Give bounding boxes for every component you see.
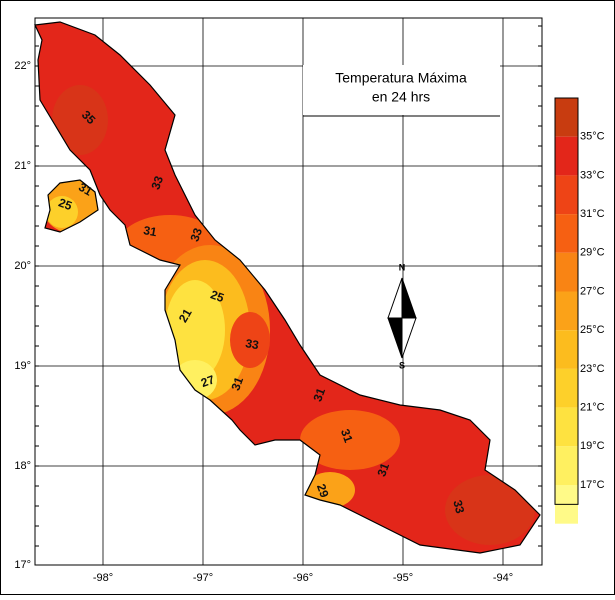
zone-21 bbox=[165, 280, 225, 380]
legend-label: 21°C bbox=[580, 402, 605, 414]
legend-swatch bbox=[555, 330, 578, 369]
contour-label: 31 bbox=[310, 386, 328, 404]
contour-label: 33 bbox=[244, 336, 260, 352]
lon-label: -97° bbox=[193, 572, 213, 584]
legend-swatch bbox=[555, 407, 578, 447]
legend-swatch bbox=[555, 252, 578, 292]
contour-label: 31 bbox=[374, 461, 392, 479]
lat-label: 19° bbox=[14, 360, 31, 372]
compass-needle bbox=[401, 317, 417, 359]
lon-label: -98° bbox=[93, 572, 113, 584]
lat-label: 17° bbox=[14, 559, 31, 571]
contour-label: 25 bbox=[57, 195, 75, 213]
lat-label: 22° bbox=[14, 60, 31, 72]
legend-label: 19°C bbox=[580, 440, 605, 452]
legend-frame bbox=[554, 97, 579, 505]
contour-label: 21 bbox=[176, 306, 195, 325]
legend-swatch bbox=[555, 98, 578, 137]
lon-label: -95° bbox=[393, 572, 413, 584]
legend-swatch bbox=[555, 136, 578, 176]
legend-swatch bbox=[555, 291, 578, 331]
contour-label: 31 bbox=[142, 223, 158, 239]
legend-label: 31°C bbox=[580, 208, 605, 220]
legend-swatch bbox=[555, 446, 578, 485]
lon-label: -96° bbox=[293, 572, 313, 584]
zone-33 bbox=[230, 312, 270, 368]
legend-label: 17°C bbox=[580, 479, 605, 491]
legend-label: 23°C bbox=[580, 363, 605, 375]
lat-label: 18° bbox=[14, 460, 31, 472]
title-box bbox=[303, 65, 500, 115]
legend-label: 29°C bbox=[580, 247, 605, 259]
legend: 35°C 33°C 31°C 29°C 27°C 25°C 23°C 21°C 19°C 17°C bbox=[554, 97, 605, 524]
legend-swatch bbox=[555, 175, 578, 215]
contour-label: 33 bbox=[148, 174, 166, 192]
legend-label: 27°C bbox=[580, 285, 605, 297]
lat-label: 20° bbox=[14, 260, 31, 272]
contour-label: 31 bbox=[338, 427, 356, 445]
subtitle: en 24 hrs bbox=[372, 89, 430, 105]
contour-label: 25 bbox=[209, 287, 227, 305]
legend-label: 33°C bbox=[580, 169, 605, 181]
contour-label: 33 bbox=[187, 226, 205, 244]
legend-label: 35°C bbox=[580, 131, 605, 143]
zone-35 bbox=[52, 85, 108, 155]
legend-swatch bbox=[555, 214, 578, 253]
lon-label: -94° bbox=[493, 572, 513, 584]
compass: N S bbox=[387, 262, 417, 370]
lat-label: 21° bbox=[14, 160, 31, 172]
contour-label: 27 bbox=[199, 372, 217, 390]
contour-label: 33 bbox=[450, 499, 467, 516]
title: Temperatura Máxima bbox=[335, 70, 467, 86]
contour-label: 31 bbox=[228, 375, 246, 393]
zone-31b bbox=[300, 410, 400, 470]
legend-swatch bbox=[555, 368, 578, 408]
zone-23 bbox=[46, 196, 78, 228]
legend-label: 25°C bbox=[580, 324, 605, 336]
compass-north: N bbox=[399, 262, 406, 272]
zone-35b bbox=[445, 475, 535, 545]
contour-label: 29 bbox=[314, 482, 332, 500]
contour-label: 31 bbox=[76, 180, 95, 199]
compass-south: S bbox=[399, 360, 405, 370]
